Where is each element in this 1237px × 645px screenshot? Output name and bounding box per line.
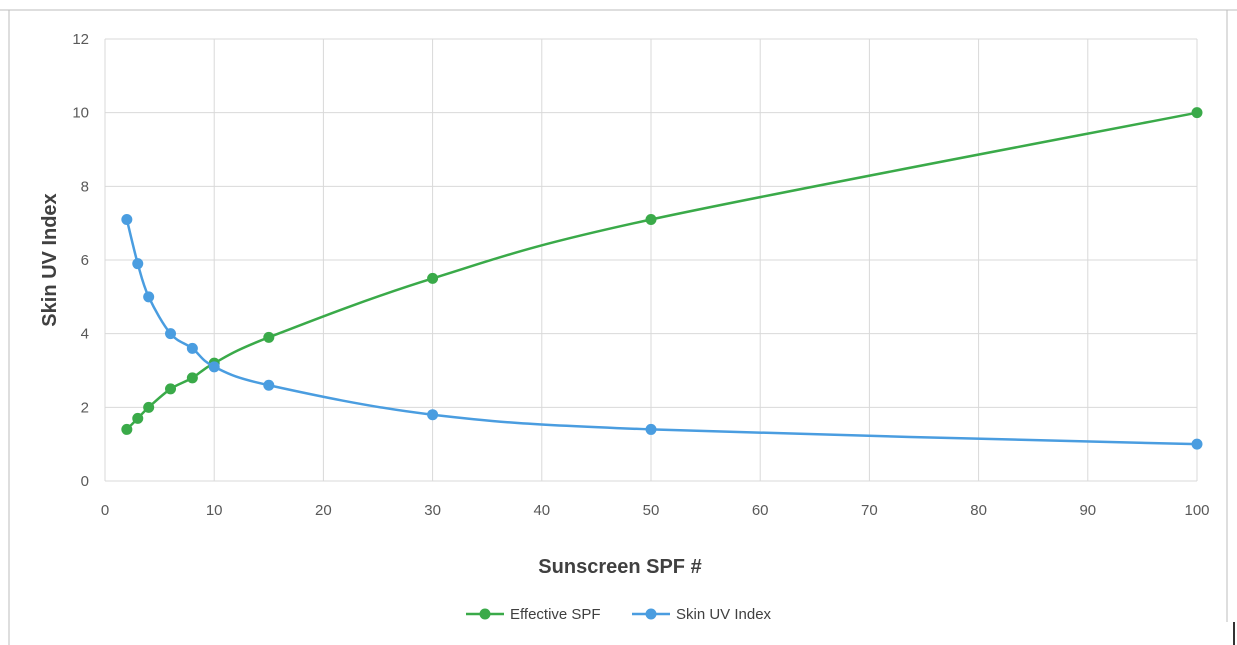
tick-labels: 0 2 4 6 8 10 12 0 10 20 30 40 50 60 70 80 90 100 — [72, 31, 1209, 519]
gridlines — [104, 38, 1198, 482]
data-point-effective-spf — [427, 272, 439, 284]
x-axis-title: Sunscreen SPF # — [538, 556, 701, 578]
x-tick-label: 30 — [424, 502, 441, 519]
data-point-skin-uv-index — [165, 328, 177, 340]
x-tick-label: 0 — [101, 502, 109, 519]
data-point-effective-spf — [132, 412, 144, 424]
legend-item-skin-uv-index: Skin UV Index — [632, 606, 772, 623]
legend-item-effective-spf: Effective SPF — [466, 606, 601, 623]
series-skin-uv-index — [121, 213, 1203, 450]
y-axis-title: Skin UV Index — [39, 193, 61, 326]
data-point-effective-spf — [121, 423, 133, 435]
data-point-effective-spf — [645, 213, 657, 225]
data-point-skin-uv-index — [143, 291, 155, 303]
data-point-effective-spf — [1191, 107, 1203, 119]
series-line-skin-uv-index — [125, 218, 1199, 446]
y-tick-label: 4 — [81, 326, 89, 343]
data-point-effective-spf — [263, 331, 275, 343]
data-point-effective-spf — [186, 372, 198, 384]
y-tick-label: 6 — [81, 252, 89, 269]
data-point-skin-uv-index — [645, 423, 657, 435]
y-tick-label: 10 — [72, 105, 89, 122]
x-tick-label: 50 — [643, 502, 660, 519]
x-tick-label: 40 — [533, 502, 550, 519]
legend-label: Effective SPF — [510, 606, 601, 623]
data-point-skin-uv-index — [121, 213, 133, 225]
x-tick-label: 10 — [206, 502, 223, 519]
x-tick-label: 70 — [861, 502, 878, 519]
data-point-skin-uv-index — [263, 379, 275, 391]
data-point-skin-uv-index — [208, 361, 220, 373]
y-tick-label: 12 — [72, 31, 89, 48]
x-tick-label: 100 — [1184, 502, 1209, 519]
y-tick-label: 0 — [81, 473, 89, 490]
y-tick-label: 8 — [81, 178, 89, 195]
legend: Effective SPF Skin UV Index — [466, 606, 772, 623]
legend-swatch-marker — [645, 608, 657, 620]
data-point-skin-uv-index — [1191, 438, 1203, 450]
x-tick-label: 80 — [970, 502, 987, 519]
x-tick-label: 60 — [752, 502, 769, 519]
data-point-skin-uv-index — [186, 342, 198, 354]
legend-label: Skin UV Index — [676, 606, 772, 623]
data-point-skin-uv-index — [427, 409, 439, 421]
data-point-effective-spf — [143, 401, 155, 413]
legend-swatch-marker — [479, 608, 491, 620]
series-group — [121, 107, 1203, 450]
data-point-effective-spf — [165, 383, 177, 395]
series-effective-spf — [121, 107, 1203, 435]
x-tick-label: 20 — [315, 502, 332, 519]
series-line-effective-spf — [125, 111, 1199, 431]
y-tick-label: 2 — [81, 399, 89, 416]
data-point-skin-uv-index — [132, 258, 144, 270]
x-tick-label: 90 — [1079, 502, 1096, 519]
